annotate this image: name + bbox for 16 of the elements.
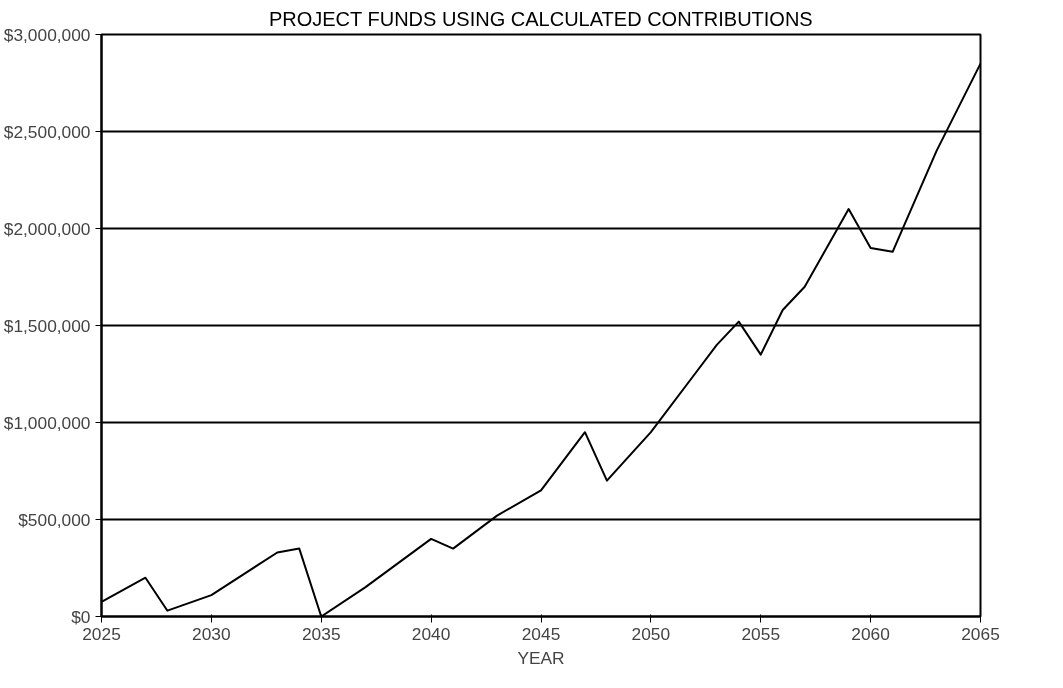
x-tick-label: 2050 [631,623,671,644]
x-tick-label: 2030 [192,623,231,644]
x-tick-label: 2045 [521,623,561,644]
x-tick-label: 2040 [411,623,451,644]
y-tick-label: $2,000,000 [3,218,91,239]
x-tick-label: 2035 [301,623,341,644]
x-tick-label: 2060 [851,623,890,644]
chart-title: PROJECT FUNDS USING CALCULATED CONTRIBUTIONS [268,7,813,30]
y-tick-label: $1,500,000 [3,315,91,336]
y-tick-label: $2,500,000 [3,121,91,142]
x-axis-title: YEAR [517,647,565,668]
x-tick-label: 2055 [741,623,781,644]
y-tick-label: $500,000 [18,509,91,530]
x-tick-label: 2065 [961,623,1000,644]
y-tick-label: $3,000,000 [3,24,91,45]
y-tick-label: $1,000,000 [3,412,91,433]
